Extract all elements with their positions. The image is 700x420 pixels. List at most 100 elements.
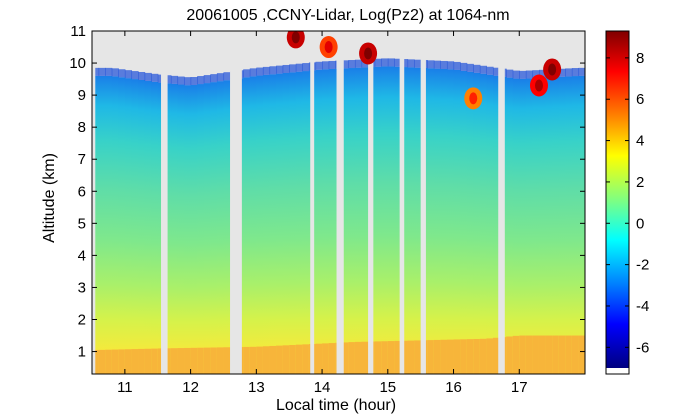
noise-edge-strip bbox=[466, 63, 474, 72]
boundary-layer-strip bbox=[216, 347, 225, 374]
heatmap-strip bbox=[144, 80, 152, 374]
noise-edge-strip bbox=[118, 69, 126, 78]
heatmap-strip bbox=[203, 83, 211, 374]
heatmap-strip bbox=[361, 67, 369, 374]
heatmap-strip bbox=[177, 84, 185, 374]
boundary-layer-strip bbox=[151, 348, 159, 374]
heatmap-strip bbox=[374, 66, 382, 374]
boundary-layer-strip bbox=[492, 337, 501, 374]
noise-edge-strip bbox=[262, 66, 271, 75]
heatmap-strip bbox=[276, 73, 284, 374]
heatmap-strip bbox=[394, 66, 402, 374]
heatmap-strip bbox=[538, 77, 547, 374]
boundary-layer-strip bbox=[131, 349, 139, 374]
heatmap-strip bbox=[210, 82, 218, 374]
heatmap-strip bbox=[282, 72, 290, 374]
data-gap bbox=[498, 31, 505, 374]
y-tick-label: 11 bbox=[70, 23, 86, 40]
boundary-layer-strip bbox=[394, 340, 402, 374]
chart-title: 20061005 ,CCNY-Lidar, Log(Pz2) at 1064-n… bbox=[186, 7, 509, 24]
boundary-layer-strip bbox=[295, 344, 303, 374]
boundary-layer-strip bbox=[138, 348, 146, 374]
heatmap-strip bbox=[512, 78, 520, 374]
noise-edge-strip bbox=[394, 58, 402, 67]
heatmap-strip bbox=[552, 77, 560, 374]
noise-edge-strip bbox=[203, 75, 211, 84]
noise-edge-strip bbox=[348, 60, 356, 69]
noise-edge-strip bbox=[414, 59, 422, 68]
heatmap-strip bbox=[197, 84, 205, 374]
heatmap-strip bbox=[328, 68, 336, 374]
noise-edge-strip bbox=[249, 68, 257, 77]
noise-edge-strip bbox=[407, 59, 415, 68]
cloud-core bbox=[548, 63, 557, 76]
boundary-layer-strip bbox=[565, 335, 573, 374]
colorbar-tick-label: 8 bbox=[636, 50, 644, 67]
colorbar-tick-label: -4 bbox=[636, 298, 649, 315]
boundary-layer-strip bbox=[164, 348, 172, 374]
data-gap bbox=[336, 31, 344, 374]
boundary-layer-strip bbox=[374, 341, 382, 374]
boundary-layer-strip bbox=[118, 349, 126, 374]
boundary-layer-strip bbox=[289, 344, 297, 374]
heatmap-strip bbox=[571, 76, 580, 374]
heatmap-strip bbox=[295, 71, 303, 374]
boundary-layer-strip bbox=[407, 340, 415, 374]
boundary-layer-strip bbox=[414, 340, 422, 374]
y-axis-label: Altitude (km) bbox=[41, 153, 58, 243]
heatmap-strip bbox=[98, 75, 106, 374]
heatmap-strip bbox=[151, 81, 159, 374]
heatmap-strip bbox=[111, 76, 119, 374]
heatmap-strip bbox=[427, 68, 435, 374]
heatmap-strip bbox=[322, 69, 330, 374]
boundary-layer-strip bbox=[361, 341, 369, 374]
boundary-layer-strip bbox=[341, 342, 349, 374]
noise-edge-strip bbox=[276, 65, 284, 74]
heatmap-strip bbox=[131, 79, 139, 374]
colorbar-tick-label: 6 bbox=[636, 91, 644, 108]
boundary-layer-strip bbox=[466, 339, 474, 374]
boundary-layer-strip bbox=[400, 340, 409, 374]
heatmap-strip bbox=[354, 67, 363, 374]
y-tick-label: 4 bbox=[78, 247, 86, 264]
heatmap-strip bbox=[460, 70, 468, 374]
boundary-layer-strip bbox=[348, 342, 356, 374]
colorbar: 8 6 4 2 0 -2 -4 -6 bbox=[605, 30, 649, 375]
y-tick-label: 7 bbox=[78, 151, 86, 168]
heatmap-strip bbox=[486, 74, 494, 374]
y-tick-label: 9 bbox=[78, 87, 86, 104]
heatmap-strip bbox=[256, 75, 264, 374]
boundary-layer-strip bbox=[243, 346, 251, 374]
boundary-layer-strip bbox=[460, 339, 468, 374]
noise-edge-strip bbox=[473, 64, 481, 73]
noise-edge-strip bbox=[578, 67, 585, 76]
noise-edge-strip bbox=[558, 68, 566, 77]
boundary-layer-strip bbox=[381, 341, 389, 374]
plot-area bbox=[92, 31, 585, 374]
boundary-layer-strip bbox=[506, 336, 514, 374]
noise-edge-strip bbox=[289, 64, 297, 73]
noise-edge-strip bbox=[374, 58, 382, 67]
boundary-layer-strip bbox=[354, 341, 363, 374]
heatmap-strip bbox=[519, 78, 527, 374]
heatmap-strip bbox=[118, 77, 126, 374]
boundary-layer-strip bbox=[92, 349, 100, 374]
cloud-core bbox=[291, 31, 300, 44]
noise-edge-strip bbox=[216, 73, 225, 82]
heatmap-strip bbox=[243, 77, 251, 374]
colorbar-tick-label: 2 bbox=[636, 174, 644, 191]
noise-edge-strip bbox=[433, 60, 441, 69]
data-gap bbox=[368, 31, 374, 374]
heatmap-strip bbox=[473, 72, 481, 374]
data-gaps-layer bbox=[92, 31, 505, 374]
y-tick-label: 2 bbox=[78, 312, 86, 329]
noise-edge-strip bbox=[190, 77, 198, 86]
heatmap-strip bbox=[216, 81, 225, 374]
noise-edge-strip bbox=[512, 70, 520, 79]
boundary-layer-strip bbox=[387, 341, 395, 374]
boundary-layer-strip bbox=[545, 335, 553, 374]
boundary-layer-strip bbox=[479, 338, 487, 374]
noise-edge-strip bbox=[446, 61, 455, 70]
x-tick-label: 16 bbox=[445, 379, 462, 396]
